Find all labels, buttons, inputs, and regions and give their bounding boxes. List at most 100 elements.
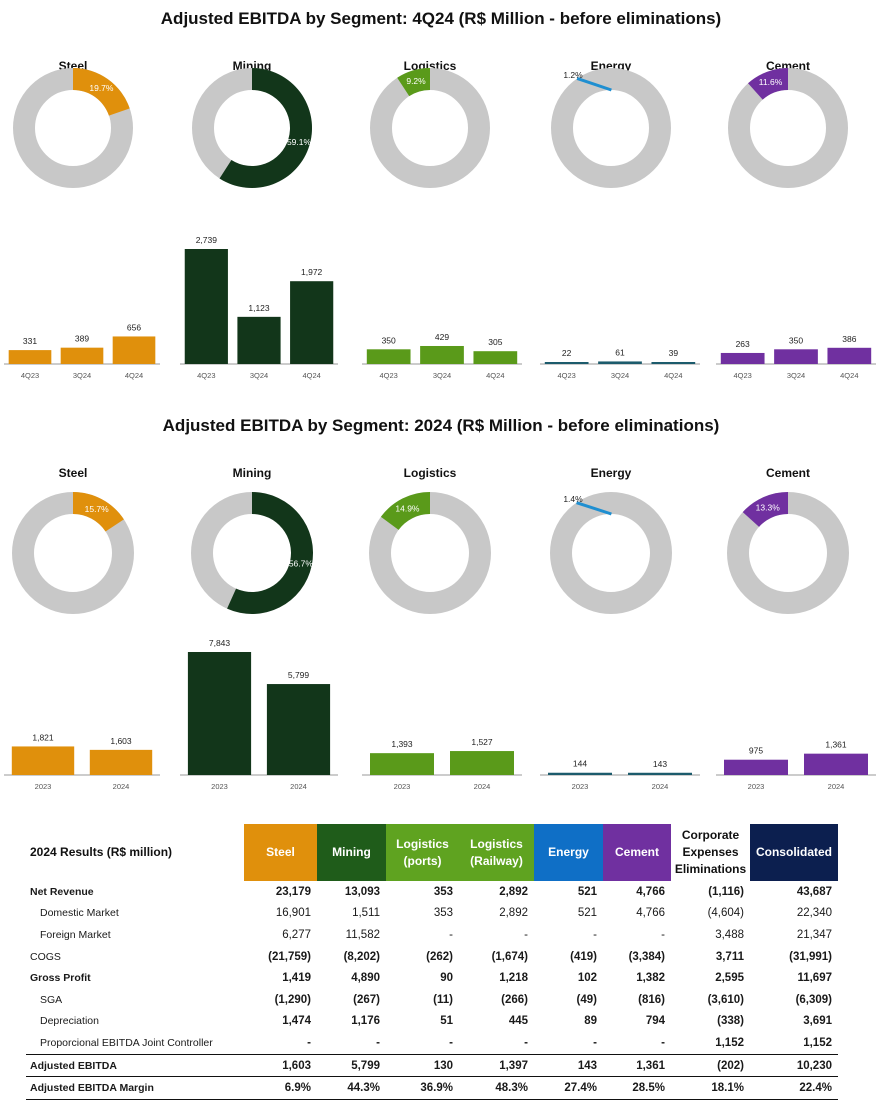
cell-logistics-ports-: - bbox=[449, 928, 453, 941]
cell-corporate-expenses-eliminations: 1,152 bbox=[715, 1036, 744, 1049]
donut-label-4q24-mining: 59.1% bbox=[287, 137, 312, 147]
bar-4q24-cement-4q24 bbox=[827, 347, 872, 364]
cell-energy: 102 bbox=[577, 972, 597, 985]
bar-value-2024-energy-2024: 143 bbox=[653, 759, 667, 769]
cell-consolidated: (31,991) bbox=[789, 950, 832, 963]
column-header-energy: Energy bbox=[534, 824, 603, 881]
tick-label-2024-mining-2023: 2023 bbox=[211, 782, 228, 791]
bar-value-4q24-steel-3q24: 389 bbox=[75, 334, 89, 344]
charts-canvas: Steel 19.7% Mining 59.1% Logistics 9.2% Energy… bbox=[4, 59, 876, 791]
bar-value-4q24-logistics-4q24: 305 bbox=[488, 337, 502, 347]
cell-logistics-ports-: (11) bbox=[433, 993, 453, 1006]
bar-value-2024-logistics-2023: 1,393 bbox=[391, 739, 413, 749]
cell-logistics-railway-: 1,218 bbox=[499, 972, 528, 985]
donut-title-2024-energy: Energy bbox=[591, 466, 632, 480]
cell-consolidated: 1,152 bbox=[803, 1036, 832, 1049]
table-row-adjusted-ebitda: Adjusted EBITDA 1,603 5,799 130 1,397 143 1,36… bbox=[26, 1053, 838, 1077]
table-body: Net Revenue 23,179 13,093 353 2,892 521 4,766 (… bbox=[26, 881, 838, 1100]
row-label: SGA bbox=[40, 993, 63, 1006]
bar-4q24-steel-4q24 bbox=[112, 336, 156, 364]
cell-consolidated: 22.4% bbox=[750, 1076, 838, 1100]
donut-slice-2024-steel bbox=[73, 492, 124, 532]
tick-label-2024-steel-2024: 2024 bbox=[113, 782, 130, 791]
table-row-sga: SGA (1,290) (267) (11) (266) (49) (816) (3,610)… bbox=[26, 989, 838, 1011]
cell-cement: 1,361 bbox=[603, 1053, 671, 1077]
tick-label-4q24-mining-4q24: 4Q24 bbox=[302, 371, 320, 380]
cell-steel: 6,277 bbox=[282, 928, 311, 941]
donut-slice-4q24-mining bbox=[219, 68, 312, 188]
row-label: Gross Profit bbox=[30, 972, 91, 985]
row-label: Proporcional EBITDA Joint Controller bbox=[40, 1036, 213, 1049]
row-label: Adjusted EBITDA bbox=[26, 1053, 244, 1077]
donut-label-2024-cement: 13.3% bbox=[756, 502, 781, 512]
cell-corporate-expenses-eliminations: (202) bbox=[671, 1053, 750, 1077]
cell-consolidated: (6,309) bbox=[795, 993, 832, 1006]
cell-logistics-ports-: 51 bbox=[440, 1015, 453, 1028]
bar-2024-cement-2024 bbox=[804, 753, 868, 775]
donut-slice-2024-mining bbox=[227, 492, 314, 614]
cell-logistics-ports-: - bbox=[449, 1036, 453, 1049]
bar-value-2024-mining-2024: 5,799 bbox=[288, 670, 310, 680]
tick-label-4q24-steel-3q24: 3Q24 bbox=[73, 371, 91, 380]
tick-label-4q24-energy-4q23: 4Q23 bbox=[557, 371, 575, 380]
cell-corporate-expenses-eliminations: (3,610) bbox=[707, 993, 744, 1006]
cell-logistics-railway-: (266) bbox=[501, 993, 528, 1006]
bar-2024-cement-2023 bbox=[724, 759, 788, 775]
cell-cement: 794 bbox=[645, 1015, 665, 1028]
cell-mining: 4,890 bbox=[351, 972, 380, 985]
tick-label-2024-logistics-2024: 2024 bbox=[474, 782, 491, 791]
bar-value-4q24-energy-4q24: 39 bbox=[669, 348, 679, 358]
tick-label-4q24-cement-3q24: 3Q24 bbox=[787, 371, 805, 380]
cell-cement: - bbox=[661, 1036, 665, 1049]
cell-logistics-railway-: 445 bbox=[508, 1015, 528, 1028]
donut-title-2024-cement: Cement bbox=[766, 466, 810, 480]
cell-logistics-railway-: 48.3% bbox=[459, 1076, 534, 1100]
bar-value-4q24-logistics-3q24: 429 bbox=[435, 332, 449, 342]
tick-label-4q24-cement-4q23: 4Q23 bbox=[733, 371, 751, 380]
cell-logistics-ports-: 36.9% bbox=[386, 1076, 459, 1100]
tick-label-4q24-logistics-4q23: 4Q23 bbox=[379, 371, 397, 380]
bar-4q24-steel-4q23 bbox=[8, 350, 52, 364]
donut-ring-2024-energy bbox=[550, 492, 672, 614]
bar-4q24-logistics-4q24 bbox=[473, 351, 518, 364]
section-title-2024: Adjusted EBITDA by Segment: 2024 (R$ Mil… bbox=[162, 416, 720, 435]
tick-label-4q24-logistics-3q24: 3Q24 bbox=[433, 371, 451, 380]
cell-cement: 4,766 bbox=[636, 907, 665, 920]
donut-label-4q24-logistics: 9.2% bbox=[406, 76, 426, 86]
row-label: Net Revenue bbox=[30, 885, 94, 898]
donut-ring-4q24-cement bbox=[728, 68, 848, 188]
cell-energy: 89 bbox=[584, 1015, 597, 1028]
donut-label-4q24-steel: 19.7% bbox=[89, 83, 114, 93]
cell-logistics-ports-: 353 bbox=[433, 885, 453, 898]
table-row-net-revenue: Net Revenue 23,179 13,093 353 2,892 521 4,766 (… bbox=[26, 881, 838, 903]
cell-cement: 4,766 bbox=[636, 885, 665, 898]
bar-value-4q24-energy-4q23: 22 bbox=[562, 348, 572, 358]
bar-value-4q24-mining-4q23: 2,739 bbox=[196, 235, 218, 245]
cell-mining: 5,799 bbox=[317, 1053, 386, 1077]
bar-value-4q24-logistics-4q23: 350 bbox=[382, 335, 396, 345]
tick-label-4q24-steel-4q24: 4Q24 bbox=[125, 371, 143, 380]
cell-mining: 1,511 bbox=[352, 907, 380, 920]
donut-label-2024-logistics: 14.9% bbox=[395, 503, 420, 513]
donut-slice-4q24-energy bbox=[576, 77, 612, 92]
cell-energy: (419) bbox=[570, 950, 597, 963]
cell-steel: (21,759) bbox=[268, 950, 311, 963]
row-label: Depreciation bbox=[40, 1015, 99, 1028]
row-label: COGS bbox=[30, 950, 61, 963]
bar-2024-mining-2024 bbox=[266, 684, 331, 775]
donut-title-2024-logistics: Logistics bbox=[404, 466, 457, 480]
cell-consolidated: 11,697 bbox=[797, 972, 832, 985]
bar-4q24-cement-3q24 bbox=[774, 349, 818, 364]
bar-2024-mining-2023 bbox=[187, 652, 252, 775]
cell-corporate-expenses-eliminations: 2,595 bbox=[715, 972, 744, 985]
donut-slice-4q24-logistics bbox=[397, 68, 430, 97]
cell-logistics-ports-: 130 bbox=[386, 1053, 459, 1077]
bar-2024-logistics-2023 bbox=[370, 753, 434, 775]
cell-logistics-railway-: - bbox=[524, 928, 528, 941]
bar-value-4q24-cement-3q24: 350 bbox=[789, 335, 803, 345]
bar-value-4q24-steel-4q23: 331 bbox=[23, 336, 37, 346]
cell-mining: 44.3% bbox=[317, 1076, 386, 1100]
cell-consolidated: 21,347 bbox=[796, 928, 832, 941]
cell-energy: - bbox=[593, 928, 597, 941]
cell-energy: 521 bbox=[577, 885, 597, 898]
